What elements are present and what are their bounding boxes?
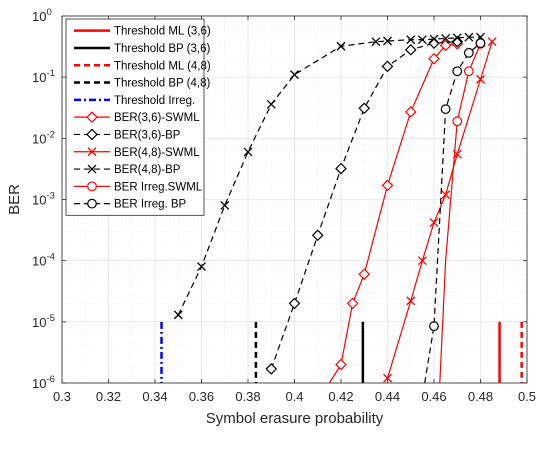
data-point-diamond — [288, 297, 301, 310]
y-tick-label: 10-6 — [32, 374, 55, 391]
legend-label: BER(4,8)-SWML — [114, 147, 200, 159]
legend-label: BER(3,6)-SWML — [114, 112, 200, 124]
data-point-x — [383, 373, 392, 383]
data-point-circle — [475, 38, 486, 49]
legend-label: BER Irreg.SWML — [114, 181, 203, 193]
data-point-x — [429, 34, 439, 44]
data-point-x — [173, 310, 183, 320]
legend-label: BER(3,6)-BP — [114, 129, 181, 141]
data-point-x — [406, 35, 416, 45]
data-point-circle — [463, 47, 474, 58]
data-point-diamond — [335, 162, 347, 175]
data-point-diamond — [381, 179, 394, 192]
data-point-x — [441, 190, 451, 200]
data-point-x — [441, 33, 451, 43]
data-point-x — [197, 262, 206, 272]
data-point-x — [243, 147, 253, 157]
y-tick-label: 10-5 — [32, 313, 55, 330]
series-ber-irreg-bp — [424, 38, 486, 384]
data-point-diamond — [381, 60, 394, 73]
data-point-circle — [429, 321, 439, 332]
y-axis-label: BER — [6, 184, 23, 215]
data-point-circle — [440, 104, 451, 115]
data-point-diamond — [86, 111, 98, 123]
x-tick-label: 0.3 — [53, 389, 71, 404]
data-point-diamond — [404, 106, 417, 118]
data-point-diamond — [428, 52, 440, 65]
legend-label: Threshold ML (4,8) — [114, 60, 211, 72]
series-line — [424, 42, 481, 384]
data-point-x — [464, 32, 474, 42]
x-tick-label: 0.44 — [375, 389, 400, 404]
y-tick-label: 10-1 — [32, 68, 55, 85]
data-point-circle — [463, 66, 474, 77]
data-point-diamond — [404, 43, 417, 56]
data-point-x — [476, 74, 485, 84]
x-tick-label: 0.38 — [235, 389, 260, 404]
series-line — [177, 36, 481, 316]
y-tick-label: 10-2 — [32, 129, 55, 146]
data-point-x — [452, 33, 462, 43]
y-tick-label: 10-3 — [32, 191, 55, 208]
data-point-x — [383, 36, 392, 46]
data-point-x — [220, 200, 230, 210]
data-point-diamond — [358, 268, 371, 281]
x-tick-label: 0.5 — [518, 389, 536, 404]
legend-label: Threshold Irreg. — [114, 95, 195, 107]
legend-label: BER Irreg. BP — [114, 199, 187, 211]
data-point-x — [417, 256, 427, 266]
data-point-diamond — [439, 39, 452, 52]
x-tick-label: 0.46 — [421, 389, 446, 404]
data-point-diamond — [311, 229, 324, 242]
data-point-x — [371, 37, 381, 47]
data-point-diamond — [346, 297, 359, 310]
legend: Threshold ML (3,6) Threshold BP (3,6) Thre… — [65, 18, 211, 216]
data-point-circle — [87, 198, 97, 209]
data-point-x — [290, 70, 299, 80]
data-point-x — [336, 41, 346, 51]
legend-label: Threshold ML (3,6) — [114, 26, 211, 38]
data-point-x — [266, 99, 276, 109]
x-tick-label: 0.36 — [189, 389, 214, 404]
threshold-markers — [160, 321, 523, 383]
x-tick-label: 0.34 — [142, 389, 167, 404]
series-ber-3-6-bp — [265, 35, 464, 375]
x-tick-label: 0.4 — [285, 389, 303, 404]
x-axis-label: Symbol erasure probability — [206, 410, 384, 427]
x-tick-label: 0.32 — [96, 389, 121, 404]
data-point-circle — [452, 116, 463, 127]
x-tick-label: 0.48 — [468, 389, 493, 404]
data-point-x — [87, 147, 97, 157]
data-point-circle — [452, 66, 463, 77]
data-point-x — [429, 218, 439, 228]
data-point-circle — [87, 181, 97, 192]
legend-label: Threshold BP (3,6) — [114, 43, 210, 55]
data-point-diamond — [335, 358, 347, 371]
data-point-diamond — [451, 35, 464, 48]
data-point-diamond — [86, 128, 98, 141]
y-axis-ticks: 10-6 10-5 10-4 10-3 10-2 10-1 100 — [32, 7, 527, 391]
data-point-diamond — [358, 102, 371, 115]
data-point-x — [487, 37, 497, 47]
data-point-x — [406, 296, 416, 306]
legend-label: BER(4,8)-BP — [114, 164, 181, 176]
series-group — [173, 32, 497, 384]
data-point-diamond — [265, 363, 278, 375]
series-line — [270, 41, 458, 370]
legend-label: Threshold BP (4,8) — [114, 78, 210, 90]
data-point-x — [87, 164, 97, 174]
y-tick-label: 10-4 — [32, 252, 55, 269]
data-point-x — [417, 35, 427, 45]
x-tick-label: 0.42 — [328, 389, 353, 404]
x-axis-ticks: 0.3 0.32 0.34 0.36 0.38 0.4 0.42 0.44 0.46 0.48 0.… — [53, 16, 536, 404]
y-tick-label: 100 — [32, 7, 52, 24]
